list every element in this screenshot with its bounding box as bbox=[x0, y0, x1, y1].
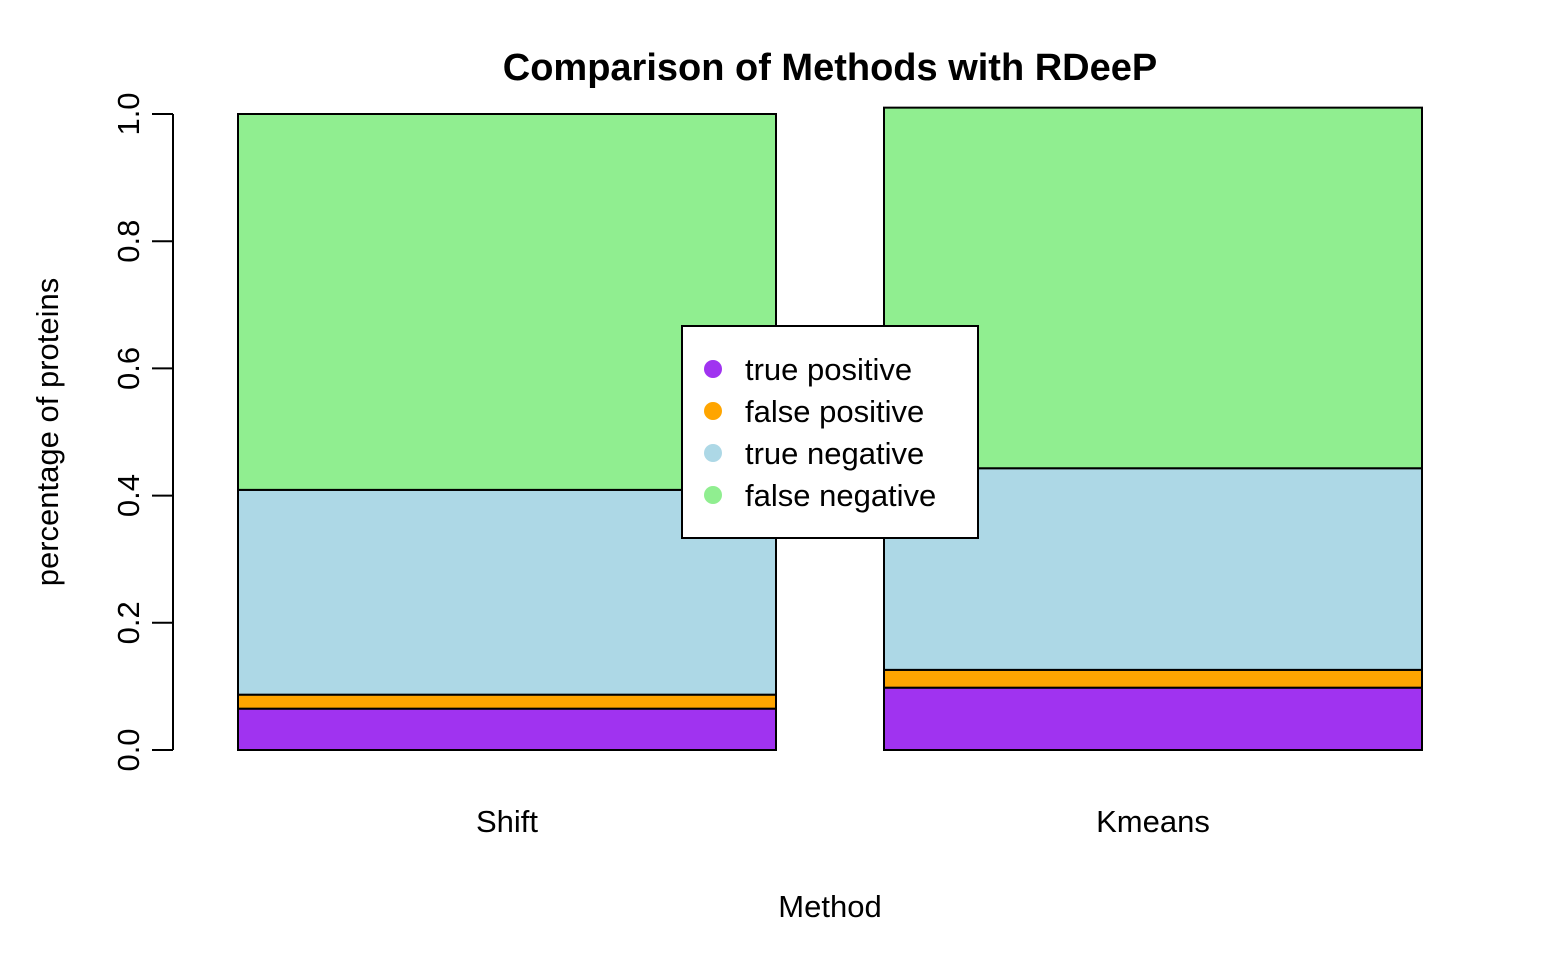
y-tick-label: 0.2 bbox=[111, 601, 146, 644]
legend-label-true-negative: true negative bbox=[745, 436, 924, 471]
y-axis-label: percentage of proteins bbox=[30, 278, 65, 587]
legend-marker-false-positive bbox=[704, 402, 722, 420]
x-category-label-kmeans: Kmeans bbox=[1096, 804, 1210, 839]
legend-marker-false-negative bbox=[704, 486, 722, 504]
y-tick-label: 0.8 bbox=[111, 220, 146, 263]
y-tick-label: 0.0 bbox=[111, 728, 146, 771]
y-axis: 0.0 0.2 0.4 0.6 0.8 1.0 bbox=[111, 92, 174, 772]
x-axis-label: Method bbox=[778, 889, 881, 924]
x-category-label-shift: Shift bbox=[476, 804, 538, 839]
y-tick-label: 0.6 bbox=[111, 347, 146, 390]
legend-box bbox=[681, 325, 979, 539]
bar-segment-kmeans-false-positive bbox=[883, 668, 1423, 689]
legend-label-false-negative: false negative bbox=[745, 478, 936, 513]
chart-title: Comparison of Methods with RDeeP bbox=[503, 47, 1157, 89]
bar-segment-kmeans-true-positive bbox=[883, 686, 1423, 751]
y-tick-label: 0.4 bbox=[111, 474, 146, 517]
bars-group bbox=[237, 106, 1423, 751]
legend-marker-true-positive bbox=[704, 360, 722, 378]
legend-label-false-positive: false positive bbox=[745, 394, 924, 429]
y-tick-label: 1.0 bbox=[111, 92, 146, 135]
bar-segment-shift-true-positive bbox=[237, 707, 777, 751]
legend-label-true-positive: true positive bbox=[745, 352, 912, 387]
bar-segment-shift-false-positive bbox=[237, 693, 777, 710]
legend-marker-true-negative bbox=[704, 444, 722, 462]
x-category-labels: Shift Kmeans bbox=[476, 804, 1210, 839]
legend: true positive false positive true negative… bbox=[681, 325, 979, 539]
